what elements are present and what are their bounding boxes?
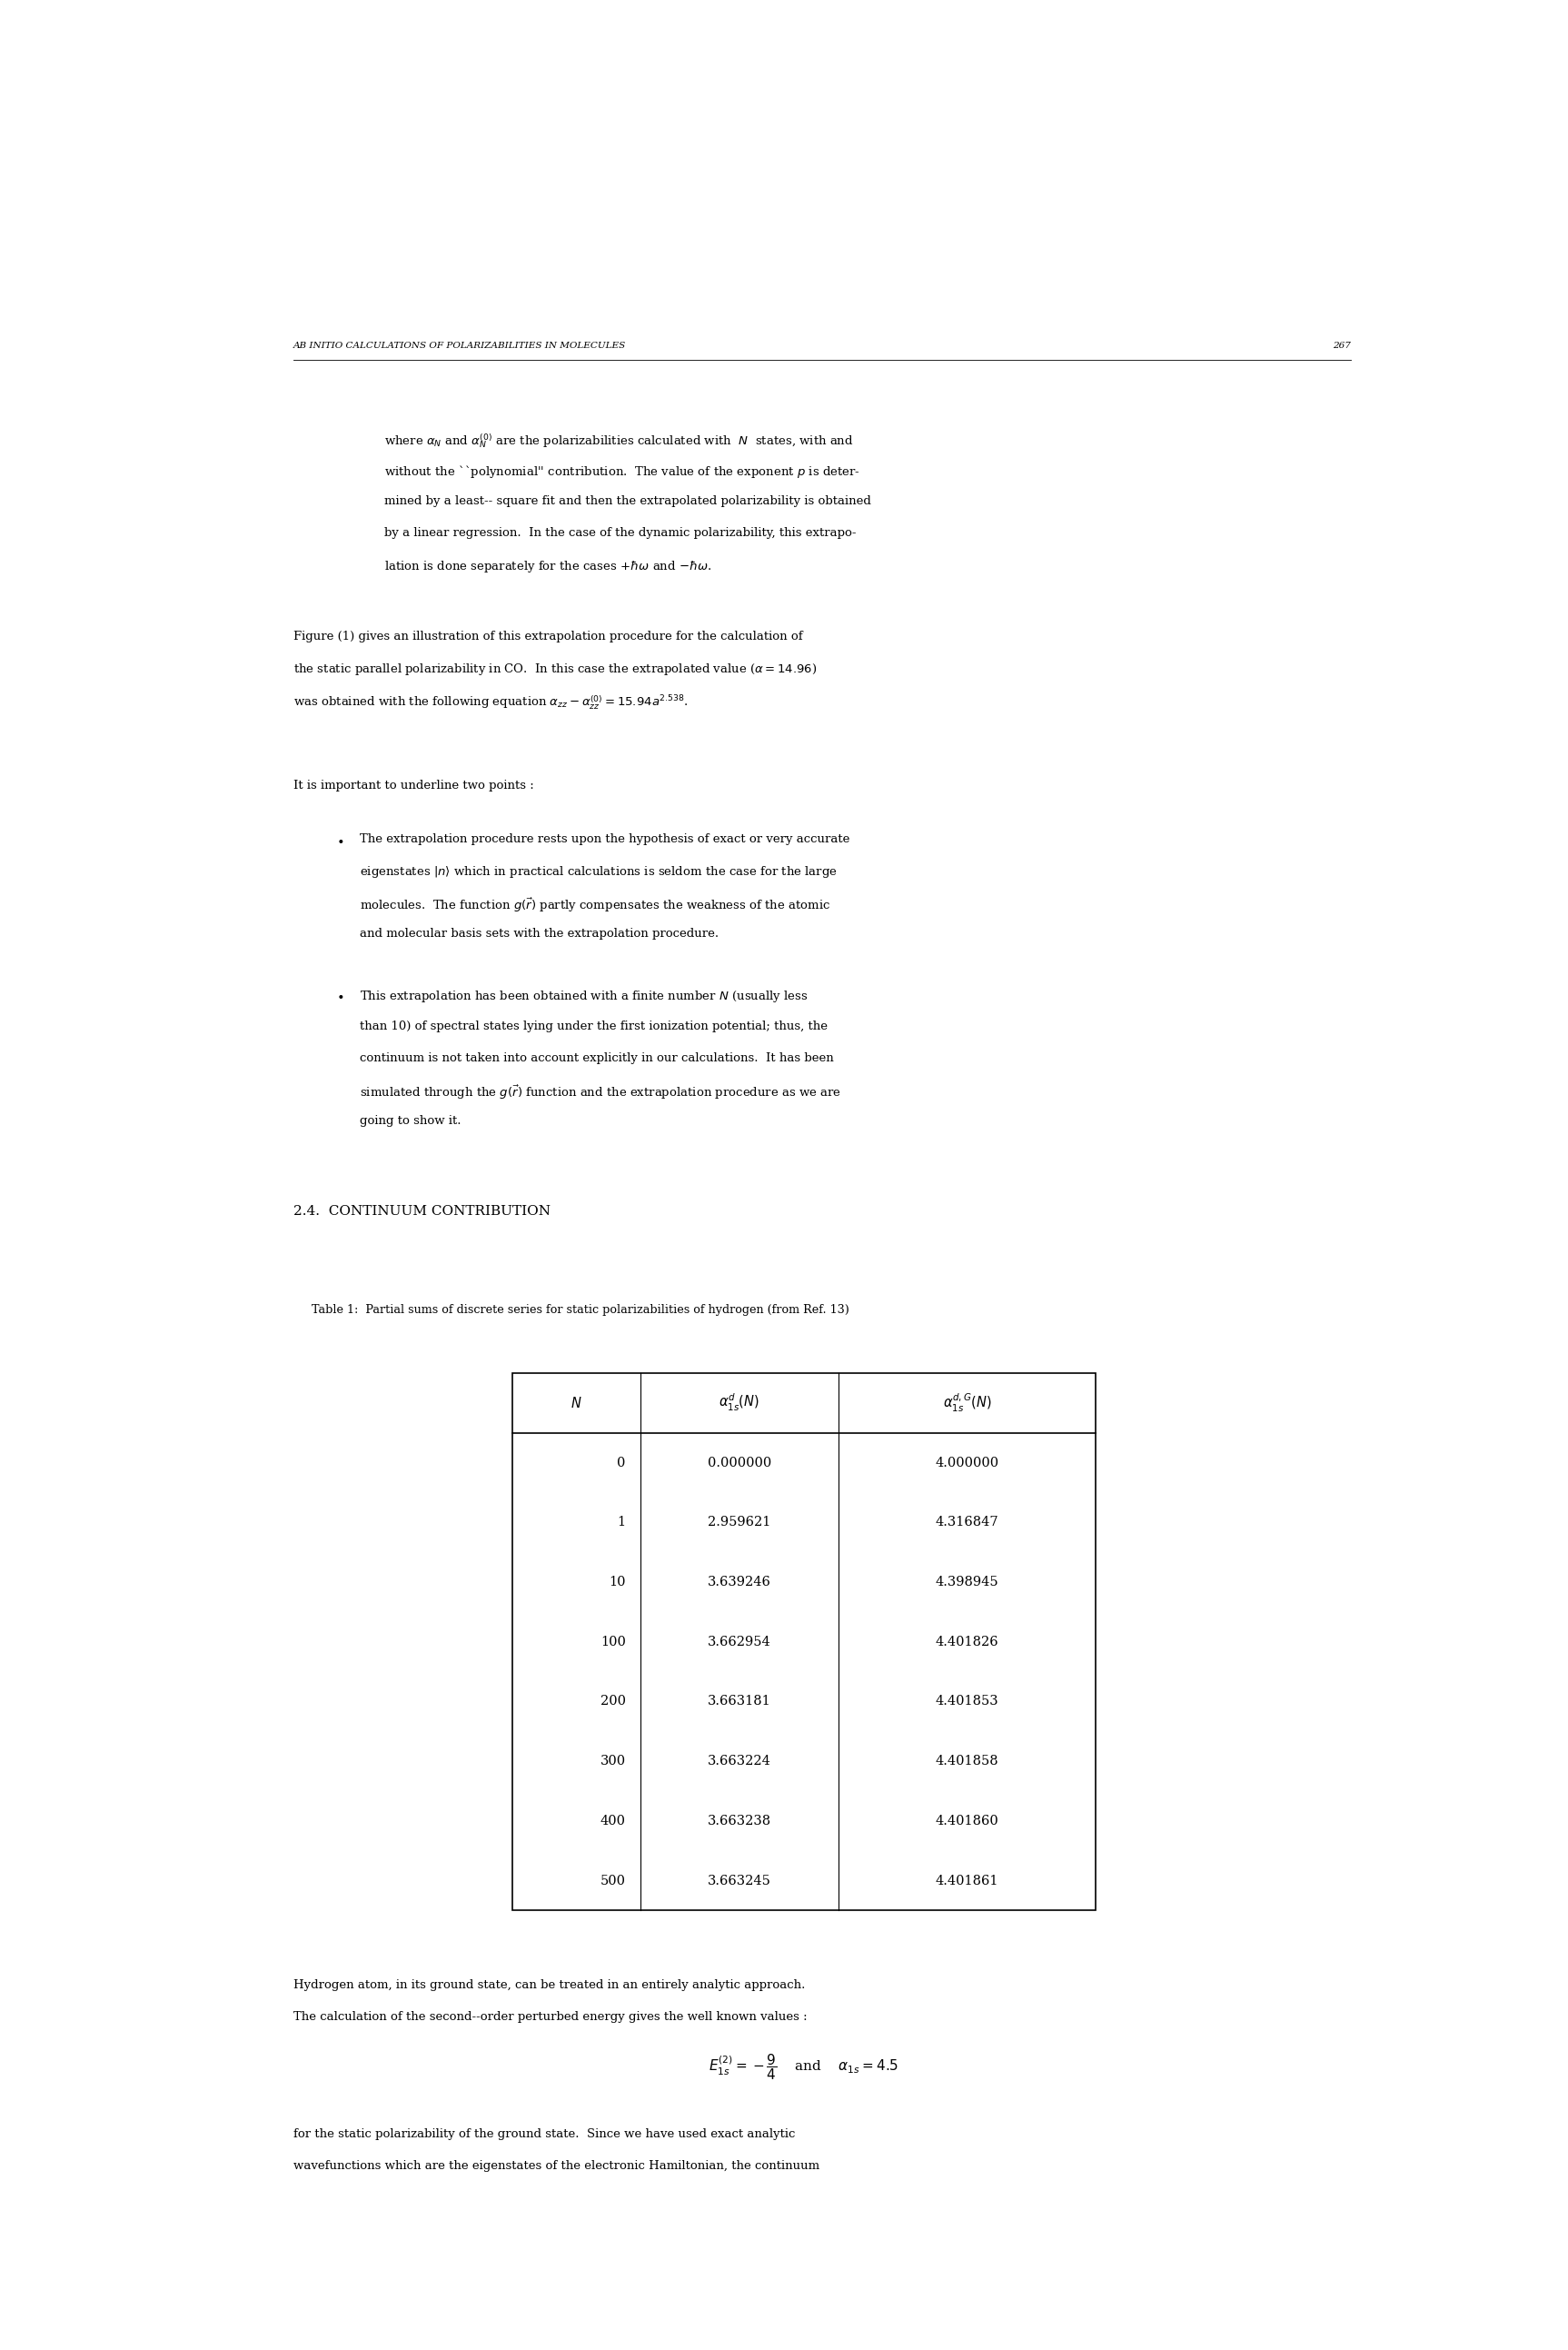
Text: simulated through the $g(\vec{r})$ function and the extrapolation procedure as w: simulated through the $g(\vec{r})$ funct… [361, 1083, 842, 1102]
Text: 2.4.  CONTINUUM CONTRIBUTION: 2.4. CONTINUUM CONTRIBUTION [293, 1206, 550, 1217]
Text: The calculation of the second--order perturbed energy gives the well known value: The calculation of the second--order per… [293, 2012, 808, 2023]
Text: 0.000000: 0.000000 [707, 1457, 771, 1469]
Text: 1: 1 [618, 1516, 626, 1530]
Text: $\bullet$: $\bullet$ [336, 832, 343, 846]
Text: 300: 300 [601, 1755, 626, 1767]
Text: going to show it.: going to show it. [361, 1116, 461, 1128]
Text: where $\alpha_N$ and $\alpha_N^{(0)}$ are the polarizabilities calculated with  : where $\alpha_N$ and $\alpha_N^{(0)}$ ar… [384, 432, 853, 451]
Text: $\alpha^{d}_{1s}(N)$: $\alpha^{d}_{1s}(N)$ [720, 1394, 760, 1415]
Text: 3.663245: 3.663245 [707, 1875, 771, 1887]
Text: 4.000000: 4.000000 [935, 1457, 999, 1469]
Text: 3.663181: 3.663181 [707, 1694, 771, 1708]
Bar [511, 1372, 1094, 1911]
Text: was obtained with the following equation $\alpha_{zz} - \alpha_{zz}^{(0)} = 15.9: was obtained with the following equation… [293, 693, 688, 712]
Text: mined by a least-- square fit and then the extrapolated polarizability is obtain: mined by a least-- square fit and then t… [384, 496, 872, 508]
Text: than 10) of spectral states lying under the first ionization potential; thus, th: than 10) of spectral states lying under … [361, 1020, 828, 1032]
Text: molecules.  The function $g(\vec{r})$ partly compensates the weakness of the ato: molecules. The function $g(\vec{r})$ par… [361, 895, 831, 914]
Text: 100: 100 [601, 1636, 626, 1647]
Text: $E^{(2)}_{1s} = -\dfrac{9}{4}$    and    $\alpha_{1s} = 4.5$: $E^{(2)}_{1s} = -\dfrac{9}{4}$ and $\alp… [709, 2052, 898, 2082]
Text: $\alpha^{d,G}_{1s}(N)$: $\alpha^{d,G}_{1s}(N)$ [942, 1391, 991, 1415]
Text: and molecular basis sets with the extrapolation procedure.: and molecular basis sets with the extrap… [361, 928, 720, 940]
Text: wavefunctions which are the eigenstates of the electronic Hamiltonian, the conti: wavefunctions which are the eigenstates … [293, 2160, 820, 2171]
Text: 4.401853: 4.401853 [935, 1694, 999, 1708]
Text: eigenstates $|n\rangle$ which in practical calculations is seldom the case for t: eigenstates $|n\rangle$ which in practic… [361, 865, 837, 881]
Text: AB INITIO CALCULATIONS OF POLARIZABILITIES IN MOLECULES: AB INITIO CALCULATIONS OF POLARIZABILITI… [293, 341, 626, 350]
Text: 4.401860: 4.401860 [935, 1814, 999, 1828]
Text: 4.398945: 4.398945 [935, 1577, 999, 1589]
Text: 400: 400 [601, 1814, 626, 1828]
Text: for the static polarizability of the ground state.  Since we have used exact ana: for the static polarizability of the gro… [293, 2129, 795, 2141]
Text: Figure (1) gives an illustration of this extrapolation procedure for the calcula: Figure (1) gives an illustration of this… [293, 630, 803, 642]
Text: 500: 500 [601, 1875, 626, 1887]
Text: Table 1:  Partial sums of discrete series for static polarizabilities of hydroge: Table 1: Partial sums of discrete series… [312, 1304, 850, 1316]
Text: 4.401861: 4.401861 [936, 1875, 999, 1887]
Text: 267: 267 [1333, 341, 1350, 350]
Text: 0: 0 [618, 1457, 626, 1469]
Text: The extrapolation procedure rests upon the hypothesis of exact or very accurate: The extrapolation procedure rests upon t… [361, 832, 850, 844]
Text: lation is done separately for the cases $+\hbar\omega$ and $-\hbar\omega$.: lation is done separately for the cases … [384, 559, 712, 573]
Text: 4.401826: 4.401826 [935, 1636, 999, 1647]
Text: $\bullet$: $\bullet$ [336, 989, 343, 1001]
Text: by a linear regression.  In the case of the dynamic polarizability, this extrapo: by a linear regression. In the case of t… [384, 526, 856, 538]
Text: 3.663224: 3.663224 [707, 1755, 771, 1767]
Text: 200: 200 [601, 1694, 626, 1708]
Text: It is important to underline two points :: It is important to underline two points … [293, 780, 533, 792]
Text: $N$: $N$ [571, 1396, 582, 1410]
Text: continuum is not taken into account explicitly in our calculations.  It has been: continuum is not taken into account expl… [361, 1053, 834, 1065]
Text: 4.401858: 4.401858 [935, 1755, 999, 1767]
Text: without the ``polynomial'' contribution.  The value of the exponent $p$ is deter: without the ``polynomial'' contribution.… [384, 463, 861, 479]
Text: 3.639246: 3.639246 [707, 1577, 771, 1589]
Text: 4.316847: 4.316847 [935, 1516, 999, 1530]
Text: 2.959621: 2.959621 [707, 1516, 771, 1530]
Text: the static parallel polarizability in CO.  In this case the extrapolated value (: the static parallel polarizability in CO… [293, 663, 817, 677]
Text: This extrapolation has been obtained with a finite number $N$ (usually less: This extrapolation has been obtained wit… [361, 989, 809, 1003]
Text: 10: 10 [608, 1577, 626, 1589]
Text: Hydrogen atom, in its ground state, can be treated in an entirely analytic appro: Hydrogen atom, in its ground state, can … [293, 1979, 804, 1990]
Text: 3.663238: 3.663238 [707, 1814, 771, 1828]
Text: 3.662954: 3.662954 [707, 1636, 771, 1647]
